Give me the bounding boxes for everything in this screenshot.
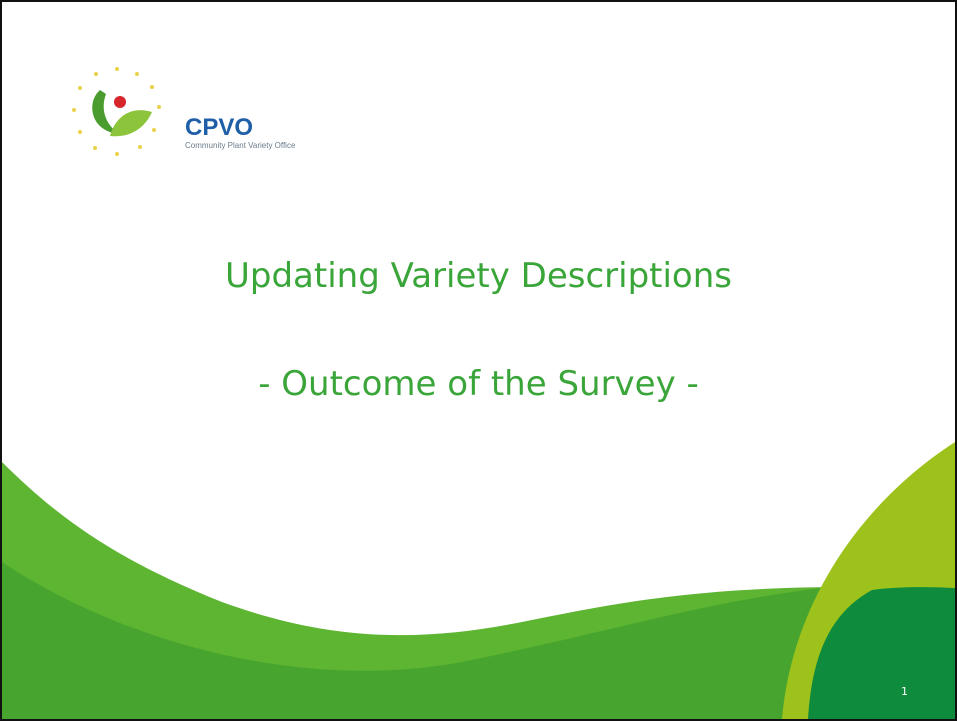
slide-number: 1 [901,685,908,698]
slide-title: Updating Variety Descriptions [2,256,955,296]
logo-mark [72,67,161,156]
logo-subtitle: Community Plant Variety Office [185,141,295,150]
page: {"logo": {"name": "CPVO", "subtitle": "C… [0,0,957,721]
background-waves [2,2,955,719]
slide: CPVO Community Plant Variety Office Upda… [0,0,957,721]
logo-name: CPVO [185,114,253,142]
slide-subtitle: - Outcome of the Survey - [2,364,955,404]
